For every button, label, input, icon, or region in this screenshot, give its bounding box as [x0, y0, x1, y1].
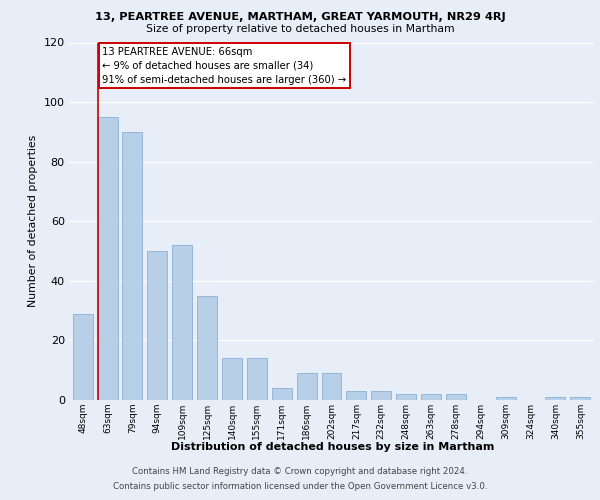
Bar [122, 132, 142, 400]
Bar [222, 358, 242, 400]
Bar [272, 388, 292, 400]
Text: 13 PEARTREE AVENUE: 66sqm
← 9% of detached houses are smaller (34)
91% of semi-d: 13 PEARTREE AVENUE: 66sqm ← 9% of detach… [102, 47, 346, 85]
Text: Contains HM Land Registry data © Crown copyright and database right 2024.: Contains HM Land Registry data © Crown c… [132, 467, 468, 476]
Text: Distribution of detached houses by size in Martham: Distribution of detached houses by size … [172, 442, 494, 452]
Bar [73, 314, 92, 400]
Bar [571, 397, 590, 400]
Bar [322, 373, 341, 400]
Bar [371, 391, 391, 400]
Bar [396, 394, 416, 400]
Text: 13, PEARTREE AVENUE, MARTHAM, GREAT YARMOUTH, NR29 4RJ: 13, PEARTREE AVENUE, MARTHAM, GREAT YARM… [95, 12, 505, 22]
Text: Size of property relative to detached houses in Martham: Size of property relative to detached ho… [146, 24, 454, 34]
Bar [197, 296, 217, 400]
Bar [172, 245, 192, 400]
Bar [545, 397, 565, 400]
Y-axis label: Number of detached properties: Number of detached properties [28, 135, 38, 308]
Bar [148, 251, 167, 400]
Bar [98, 117, 118, 400]
Bar [496, 397, 515, 400]
Bar [247, 358, 267, 400]
Bar [296, 373, 317, 400]
Bar [346, 391, 367, 400]
Text: Contains public sector information licensed under the Open Government Licence v3: Contains public sector information licen… [113, 482, 487, 491]
Bar [421, 394, 441, 400]
Bar [446, 394, 466, 400]
